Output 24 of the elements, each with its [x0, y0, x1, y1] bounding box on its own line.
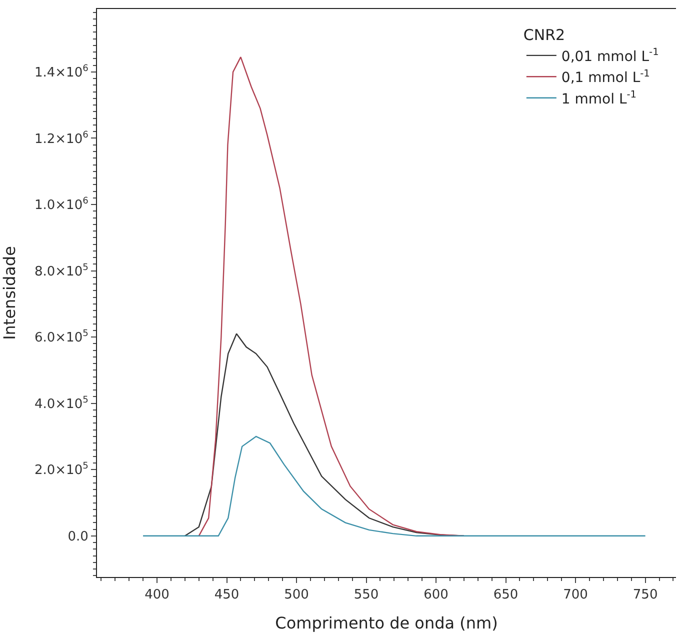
- x-tick-label: 450: [214, 588, 240, 603]
- legend-label: 0,01 mmol L$^{-1}$: [561, 47, 659, 65]
- line-series: [142, 436, 646, 537]
- legend-title: CNR2: [523, 26, 566, 44]
- y-axis-title: Intensidade: [0, 246, 19, 340]
- line-series: [198, 56, 465, 537]
- y-tick-label: 1.4×10$^{6}$: [34, 64, 89, 81]
- legend-label: 1 mmol L$^{-1}$: [561, 89, 637, 108]
- y-tick-label: 2.0×10$^{5}$: [34, 462, 88, 478]
- x-tick-label: 550: [354, 588, 379, 603]
- y-tick-label: 8.0×10$^{5}$: [34, 262, 88, 280]
- x-tick-label: 650: [493, 588, 518, 603]
- x-tick-label: 500: [284, 588, 309, 603]
- x-tick-label: 750: [632, 588, 658, 603]
- x-tick-label: 400: [144, 588, 170, 603]
- x-tick-label: 700: [563, 588, 588, 603]
- x-axis-title: Comprimento de onda (nm): [275, 613, 498, 632]
- x-tick-label: 600: [424, 588, 448, 603]
- y-tick-label: 6.0×10$^{5}$: [34, 329, 88, 346]
- y-tick-label: 1.2×10$^{6}$: [34, 130, 89, 147]
- legend-label: 0,1 mmol L$^{-1}$: [561, 68, 650, 86]
- y-tick-label: 4.0×10$^{5}$: [34, 395, 88, 412]
- y-tick-label: 0.0: [68, 529, 88, 544]
- y-tick-label: 1.0×10$^{6}$: [34, 196, 89, 214]
